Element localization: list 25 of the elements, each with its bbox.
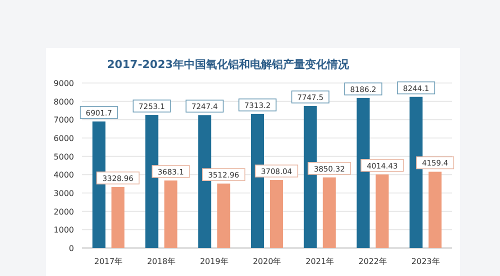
y-tick-label: 5000 [54, 152, 74, 162]
x-tick-label: 2019年 [200, 257, 228, 266]
y-tick-label: 4000 [54, 170, 74, 180]
y-tick-label: 6000 [54, 134, 74, 143]
x-tick-label: 2020年 [252, 257, 282, 266]
y-tick-label: 2000 [54, 207, 74, 216]
bar [322, 177, 336, 248]
bar [111, 186, 124, 248]
bar [428, 172, 442, 248]
x-tick-label: 2018年 [147, 257, 176, 266]
y-tick-label: 0 [68, 244, 74, 253]
bar [217, 184, 230, 248]
y-tick-label: 3000 [54, 189, 74, 198]
y-tick-label: 1000 [54, 226, 74, 235]
chart-title: 2017-2023年中国氧化铝和电解铝产量变化情况 [107, 58, 350, 71]
y-tick-label: 8000 [54, 97, 74, 106]
bar [164, 180, 178, 248]
bar [376, 174, 389, 248]
y-tick-label: 7000 [54, 116, 74, 125]
x-tick-label: 2017年 [94, 257, 123, 266]
x-tick-label: 2023年 [411, 257, 440, 266]
y-tick-label: 9000 [54, 79, 74, 88]
x-tick-label: 2022年 [358, 257, 387, 266]
x-tick-label: 2021年 [306, 257, 334, 266]
bar [270, 180, 283, 248]
